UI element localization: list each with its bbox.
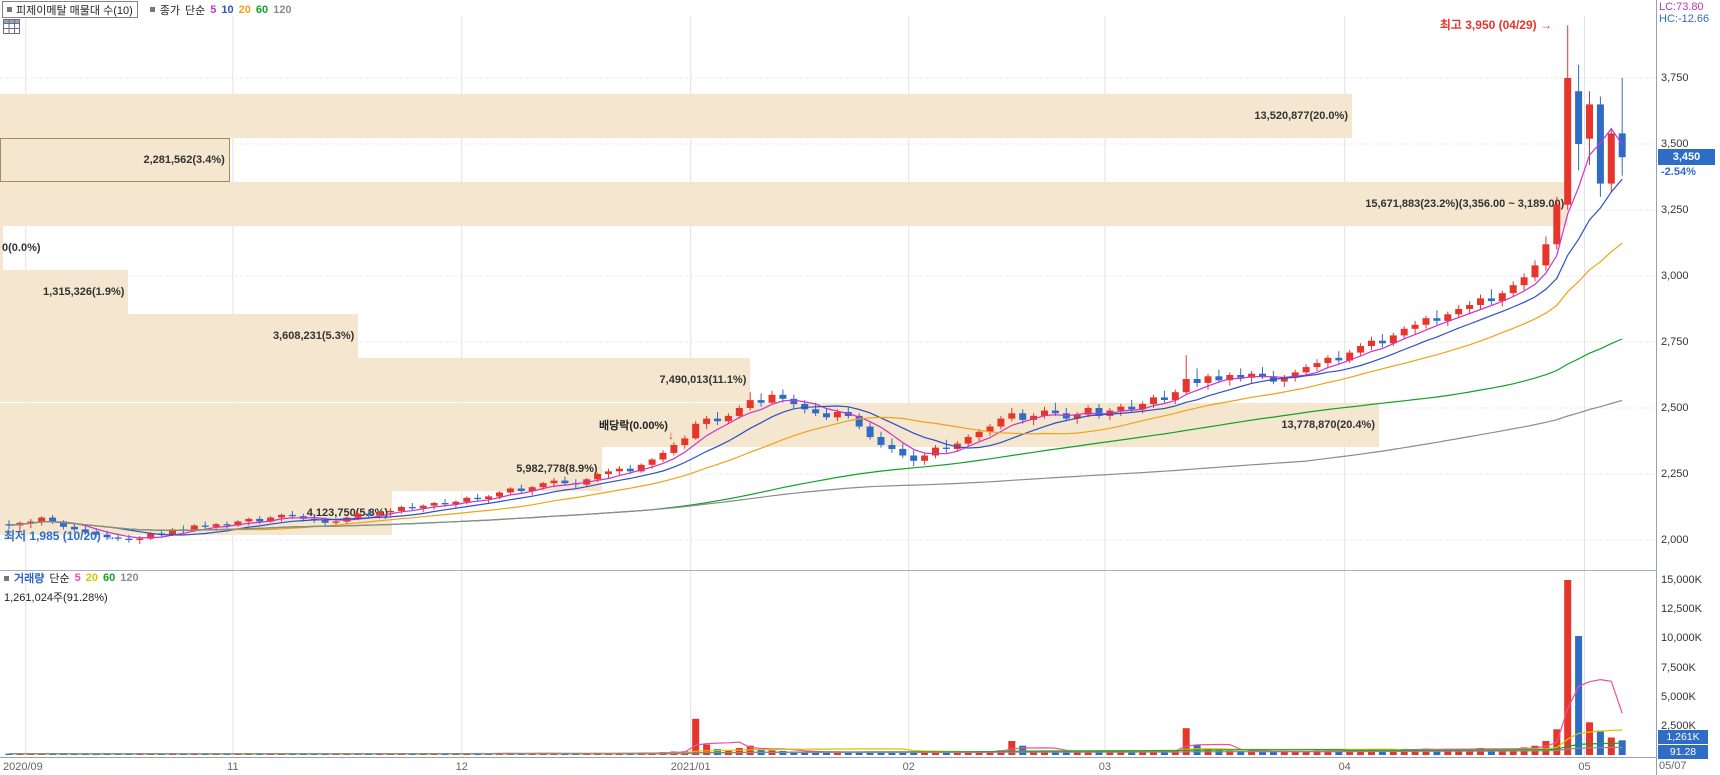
legend-bullet-icon	[4, 575, 9, 581]
volume-profile-band-label: 15,671,883(23.2%)(3,356.00 ~ 3,189.00)	[1365, 198, 1565, 211]
volume-pane-header: 거래량 단순 5 20 60 120 1,261,024주(91.28%)	[4, 570, 139, 605]
highest-price-annotation: 최고 3,950 (04/29) →	[1392, 16, 1552, 33]
ma-period-120: 120	[273, 3, 292, 16]
price-axis-tick: 2,000	[1661, 534, 1689, 546]
chart-title-box: 피제이메탈 매물대 수(10)	[2, 1, 138, 18]
right-arrow-icon: →	[1540, 18, 1552, 32]
price-axis-tick: 3,500	[1661, 138, 1689, 150]
volume-profile-band-label: 2,281,562(3.4%)	[143, 153, 225, 166]
data-grid-button[interactable]	[3, 19, 20, 37]
x-axis-label: 04	[1338, 761, 1351, 773]
volume-profile-band: 2,281,562(3.4%)	[0, 137, 230, 182]
volume-axis-tick: 2,500K	[1661, 719, 1696, 732]
grid-table-icon	[3, 19, 20, 34]
legend-bullet-icon	[149, 7, 155, 12]
price-volume-chart-canvas[interactable]	[0, 0, 1656, 775]
ma-period-20: 20	[238, 3, 251, 16]
volume-profile-band-label: 0(0.0%)	[2, 242, 41, 255]
chart-type-icon	[7, 7, 12, 12]
x-axis-label: 05	[1578, 761, 1591, 773]
volume-profile-band-label: 4,123,750(5.8%)	[306, 506, 389, 519]
highest-price-label: 최고 3,950 (04/29)	[1439, 18, 1537, 32]
x-axis-label: 12	[455, 761, 468, 773]
lc-label: LC:73.80	[1659, 1, 1704, 13]
hc-label: HC:-12.66	[1659, 13, 1710, 25]
current-price-box: 3,450	[1658, 149, 1715, 166]
price-axis-tick: 2,250	[1661, 468, 1689, 480]
ma-period-10: 10	[221, 3, 234, 16]
lowest-price-label: 최저 1,985 (10/20)	[4, 529, 101, 543]
price-axis-tick: 2,750	[1661, 336, 1689, 348]
volume-profile-band-label: 13,778,870(20.4%)	[1281, 418, 1375, 431]
volume-ma-period-60: 60	[103, 572, 116, 584]
volume-profile-band-label: 5,982,778(8.9%)	[516, 462, 598, 475]
x-axis-label: 02	[902, 761, 915, 773]
volume-profile-band: 5,982,778(8.9%)	[0, 446, 602, 491]
volume-profile-band: 3,608,231(5.3%)	[0, 314, 359, 359]
price-axis-strip[interactable]: LC:73.80 HC:-12.66 3,750 3,500 3,250 3,000 2…	[1656, 0, 1720, 775]
x-axis-label: 2020/09	[3, 761, 43, 773]
price-ma-legend: 종가 단순 5 10 20 60 120	[149, 2, 292, 18]
current-volume-box: 1,261K	[1658, 730, 1708, 744]
volume-axis-tick: 7,500K	[1661, 661, 1696, 674]
volume-ma-period-120: 120	[120, 572, 139, 584]
ex-dividend-annotation: 배당락(0.00%)	[599, 420, 668, 432]
x-axis-label: 11	[227, 761, 239, 773]
ma-type-label: 단순	[185, 4, 206, 17]
volume-axis-tick: 10,000K	[1661, 632, 1702, 645]
volume-ma-legend: 거래량 단순 5 20 60 120	[4, 570, 139, 586]
current-volume-ratio-box: 91.28	[1658, 745, 1708, 759]
volume-profile-band-label: 1,315,326(1.9%)	[43, 286, 125, 299]
chart-header: 피제이메탈 매물대 수(10) 종가 단순 5 10 20 60 120	[2, 1, 292, 18]
current-price-change: -2.54%	[1661, 166, 1696, 179]
x-axis-label: 2021/01	[670, 761, 711, 773]
x-axis-label: 03	[1098, 761, 1112, 773]
ma-period-60: 60	[255, 3, 269, 16]
volume-ma-period-20: 20	[85, 572, 98, 584]
volume-profile-band: 7,490,013(11.1%)	[0, 358, 751, 403]
lowest-price-annotation: 최저 1,985 (10/20) →	[4, 527, 116, 544]
volume-legend-name: 거래량	[14, 573, 45, 585]
volume-profile-band-label: 7,490,013(11.1%)	[659, 374, 747, 387]
x-axis-strip[interactable]: 2020/09 11 12 2021/01 02 03 04 05	[0, 757, 1656, 775]
price-axis-tick: 3,750	[1661, 72, 1689, 84]
chart-title: 피제이메탈 매물대 수(10)	[16, 4, 133, 17]
volume-profile-band: 1,315,326(1.9%)	[0, 270, 129, 315]
volume-profile-band: 0(0.0%)	[0, 226, 41, 271]
volume-profile-band-label: 13,520,877(20.0%)	[1254, 109, 1348, 122]
volume-axis-tick: 12,500K	[1661, 603, 1702, 616]
price-axis-tick: 2,500	[1661, 402, 1689, 414]
volume-ma-type-label: 단순	[49, 573, 70, 585]
volume-profile-band-label: 3,608,231(5.3%)	[272, 330, 355, 343]
pane-divider	[0, 570, 1656, 571]
right-arrow-icon: →	[104, 529, 117, 543]
volume-profile-band: 13,520,877(20.0%)	[0, 93, 1352, 138]
volume-axis-tick: 5,000K	[1661, 690, 1696, 703]
volume-axis-tick: 15,000K	[1661, 574, 1702, 586]
price-legend-name: 종가	[159, 4, 181, 17]
current-volume-text: 1,261,024주(91.28%)	[4, 592, 108, 604]
ma-period-5: 5	[210, 3, 217, 16]
volume-ma-period-5: 5	[74, 572, 81, 584]
last-date-label: 05/07	[1659, 760, 1687, 772]
volume-profile-band: 15,671,883(23.2%)(3,356.00 ~ 3,189.00)	[0, 182, 1569, 227]
price-axis-tick: 3,250	[1661, 204, 1689, 216]
price-axis-tick: 3,000	[1661, 270, 1689, 282]
down-arrow-icon: ↓	[668, 428, 674, 442]
